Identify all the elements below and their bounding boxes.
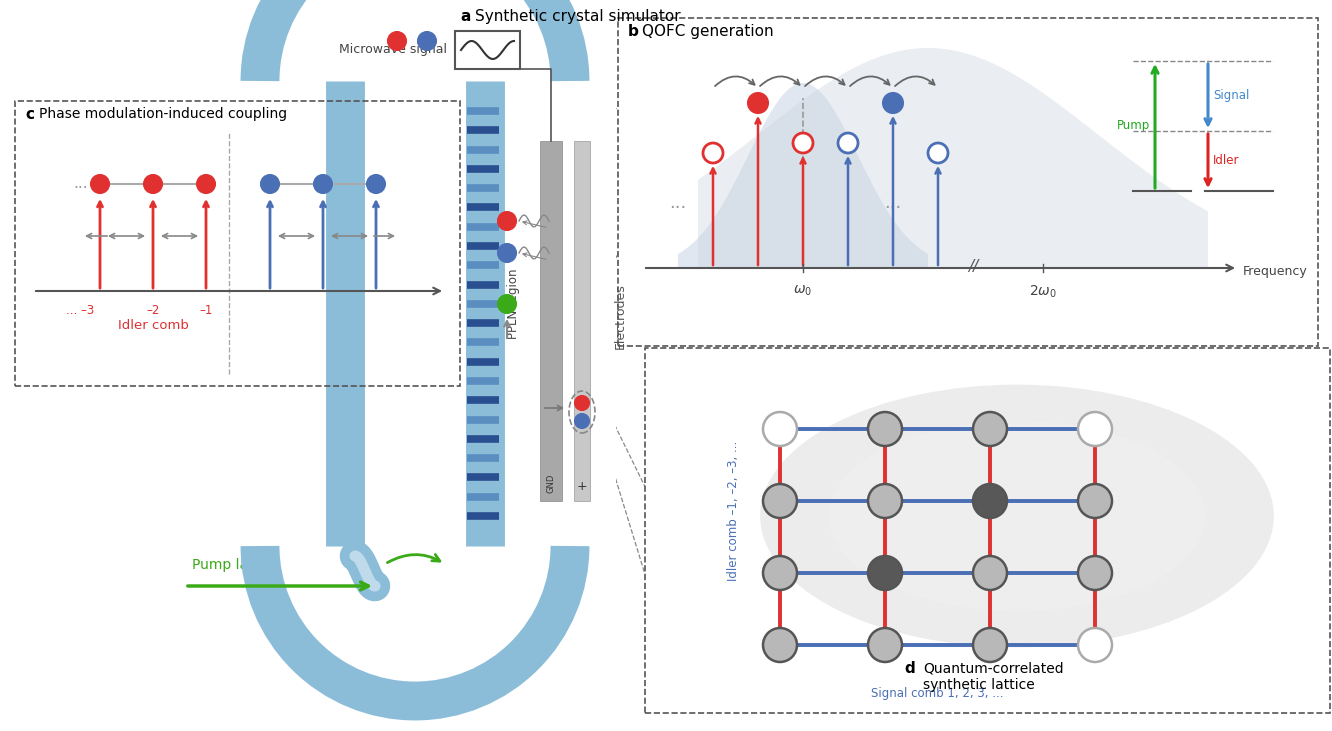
Bar [645, 348, 1329, 713]
Bar [539, 141, 562, 501]
Circle shape [368, 175, 385, 193]
Circle shape [868, 556, 902, 590]
Text: –2: –2 [147, 304, 160, 317]
Text: a: a [460, 9, 470, 24]
Circle shape [763, 628, 797, 662]
Text: Pump laser: Pump laser [192, 558, 269, 572]
Text: ... –3: ... –3 [65, 304, 95, 317]
Text: +: + [577, 480, 587, 493]
Bar [574, 141, 590, 501]
Circle shape [197, 175, 214, 193]
Circle shape [838, 133, 858, 153]
Circle shape [972, 412, 1007, 446]
Circle shape [575, 414, 589, 428]
Text: Microwave signal: Microwave signal [340, 44, 448, 56]
Circle shape [868, 484, 902, 518]
Text: –1: –1 [200, 304, 213, 317]
Text: Phase modulation-induced coupling: Phase modulation-induced coupling [39, 107, 288, 121]
Circle shape [418, 32, 436, 50]
Ellipse shape [761, 385, 1273, 648]
Circle shape [868, 628, 902, 662]
Circle shape [261, 175, 278, 193]
Text: synthetic lattice: synthetic lattice [923, 678, 1035, 692]
Text: c: c [25, 107, 35, 122]
Text: $\omega_0$: $\omega_0$ [794, 284, 813, 298]
Text: Signal comb 1, 2, 3, ...: Signal comb 1, 2, 3, ... [871, 686, 1004, 700]
Text: Idler: Idler [1213, 154, 1240, 167]
Circle shape [1078, 412, 1112, 446]
Text: GND: GND [546, 474, 555, 493]
Text: 2: 2 [320, 304, 326, 317]
Text: 1: 1 [266, 304, 274, 317]
Circle shape [763, 556, 797, 590]
Text: Signal comb: Signal comb [282, 319, 364, 332]
Circle shape [1078, 628, 1112, 662]
Text: //: // [968, 259, 978, 273]
Circle shape [144, 175, 163, 193]
Text: Pump: Pump [1116, 119, 1150, 132]
Text: Synthetic crystal simulator: Synthetic crystal simulator [476, 9, 681, 24]
Circle shape [1078, 484, 1112, 518]
Circle shape [763, 484, 797, 518]
Text: Frequency: Frequency [1243, 265, 1308, 279]
Circle shape [575, 396, 589, 410]
Circle shape [972, 628, 1007, 662]
Text: ...: ... [73, 176, 88, 192]
Circle shape [749, 93, 769, 113]
Text: ...: ... [218, 179, 229, 189]
Circle shape [883, 93, 903, 113]
Polygon shape [698, 48, 1208, 268]
Text: ...: ... [388, 176, 402, 192]
Circle shape [763, 412, 797, 446]
Circle shape [498, 212, 515, 230]
Circle shape [868, 412, 902, 446]
Text: b: b [627, 24, 639, 39]
Text: QOFC generation: QOFC generation [642, 24, 774, 39]
Bar [456, 31, 519, 69]
Circle shape [314, 175, 332, 193]
FancyBboxPatch shape [214, 0, 615, 677]
Circle shape [388, 32, 406, 50]
Text: 3 ...: 3 ... [382, 304, 405, 317]
Text: PPLN region: PPLN region [507, 268, 519, 338]
Circle shape [498, 295, 515, 313]
Circle shape [972, 484, 1007, 518]
Circle shape [1078, 556, 1112, 590]
Text: ...: ... [884, 194, 902, 212]
Circle shape [972, 556, 1007, 590]
Polygon shape [678, 83, 928, 268]
Bar [15, 101, 460, 386]
Bar [618, 18, 1317, 346]
Text: ...: ... [670, 194, 686, 212]
Ellipse shape [829, 421, 1205, 611]
Text: Idler comb –1, –2, –3, ...: Idler comb –1, –2, –3, ... [726, 441, 739, 581]
Text: $2\omega_0$: $2\omega_0$ [1030, 284, 1058, 300]
Text: Idler comb: Idler comb [117, 319, 188, 332]
Text: ...: ... [244, 176, 258, 192]
Text: Quantum-correlated: Quantum-correlated [923, 661, 1064, 675]
Circle shape [793, 133, 813, 153]
Circle shape [498, 244, 515, 262]
Text: d: d [904, 661, 915, 676]
Text: Electrodes: Electrodes [614, 283, 626, 349]
Circle shape [703, 143, 723, 163]
Circle shape [928, 143, 948, 163]
Circle shape [91, 175, 109, 193]
Text: Signal: Signal [1213, 89, 1249, 102]
